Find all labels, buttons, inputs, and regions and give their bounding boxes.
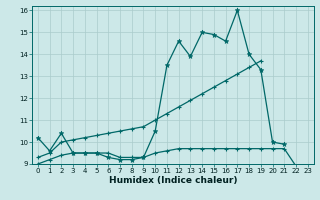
X-axis label: Humidex (Indice chaleur): Humidex (Indice chaleur) — [108, 176, 237, 185]
